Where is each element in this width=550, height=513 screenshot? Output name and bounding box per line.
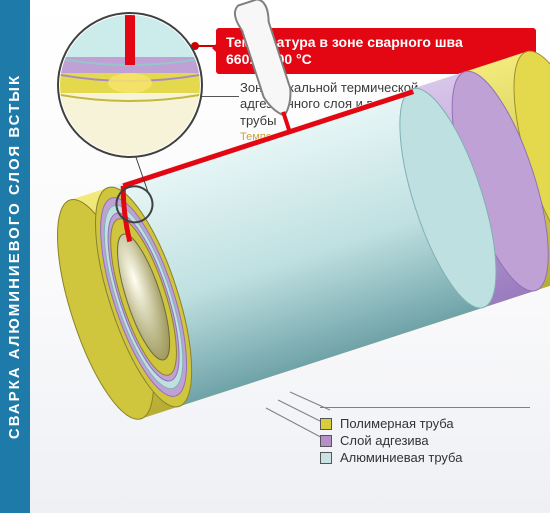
legend-swatch-adhesive bbox=[320, 435, 332, 447]
legend-row: Полимерная труба bbox=[320, 416, 530, 431]
legend-label-adhesive: Слой адгезива bbox=[340, 433, 429, 448]
legend-swatch-aluminium bbox=[320, 452, 332, 464]
sidebar-title: СВАРКА АЛЮМИНИЕВОГО СЛОЯ ВСТЫК bbox=[7, 74, 24, 439]
inset bbox=[50, 5, 210, 173]
legend-label-aluminium: Алюминиевая труба bbox=[340, 450, 462, 465]
heat-zone bbox=[108, 73, 152, 93]
legend-row: Алюминиевая труба bbox=[320, 450, 530, 465]
legend-swatch-polymer bbox=[320, 418, 332, 430]
diagram-stage: Температура в зоне сварного шва 660...18… bbox=[30, 0, 550, 513]
legend-label-polymer: Полимерная труба bbox=[340, 416, 454, 431]
legend-row: Слой адгезива bbox=[320, 433, 530, 448]
sidebar-title-bar: СВАРКА АЛЮМИНИЕВОГО СЛОЯ ВСТЫК bbox=[0, 0, 30, 513]
welder-head bbox=[232, 0, 305, 138]
legend: Полимерная труба Слой адгезива Алюминиев… bbox=[320, 407, 530, 467]
